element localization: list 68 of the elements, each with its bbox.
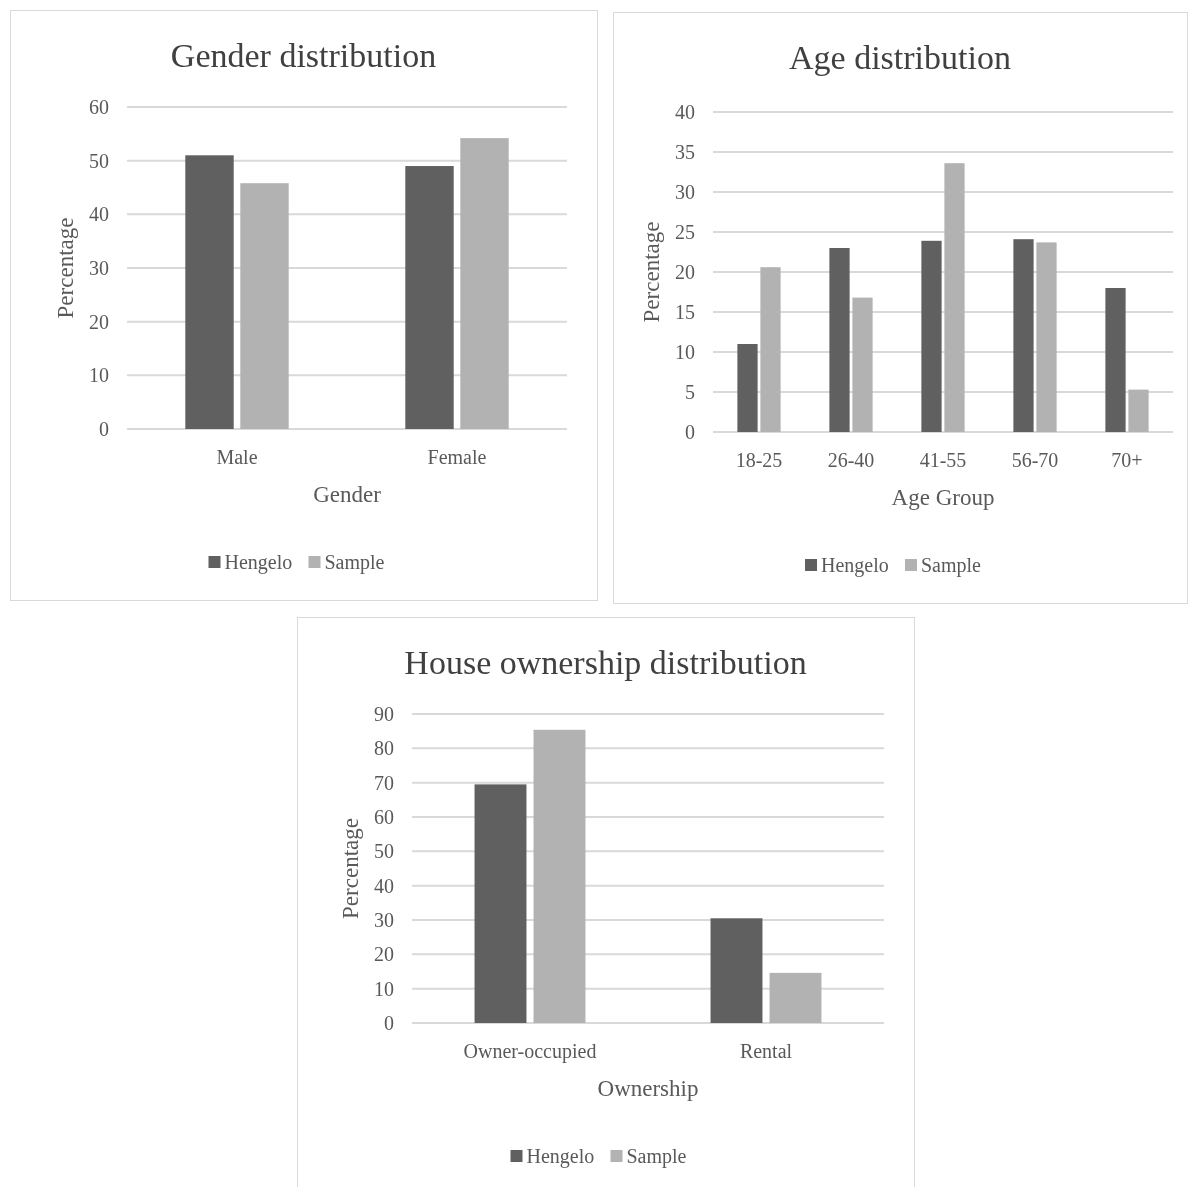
x-tick-label: 41-55 bbox=[919, 449, 967, 471]
bar bbox=[1105, 288, 1126, 432]
y-tick-label: 40 bbox=[89, 203, 109, 226]
bar bbox=[829, 248, 850, 432]
y-tick-label: 30 bbox=[675, 181, 695, 203]
x-axis-title: Ownership bbox=[597, 1076, 699, 1101]
y-tick-label: 70 bbox=[374, 771, 394, 794]
bar bbox=[533, 729, 586, 1023]
y-tick-label: 50 bbox=[89, 149, 109, 172]
y-tick-label: 20 bbox=[675, 261, 695, 283]
bar bbox=[1036, 242, 1057, 432]
legend-label: Hengelo bbox=[224, 551, 293, 574]
bar bbox=[460, 138, 509, 429]
bar bbox=[852, 297, 873, 432]
y-axis-title: Percentage bbox=[53, 217, 78, 319]
y-tick-label: 10 bbox=[89, 364, 109, 387]
bar bbox=[1013, 239, 1034, 432]
x-tick-label: 26-40 bbox=[827, 449, 875, 471]
y-tick-label: 0 bbox=[384, 1012, 394, 1034]
y-axis-title: Percentage bbox=[338, 818, 363, 919]
bar bbox=[769, 972, 822, 1023]
y-tick-label: 30 bbox=[374, 909, 394, 931]
y-axis-title: Percentage bbox=[639, 221, 664, 323]
bar bbox=[240, 183, 289, 429]
x-tick-label: 18-25 bbox=[735, 449, 783, 471]
legend-label: Sample bbox=[626, 1145, 687, 1168]
bar bbox=[405, 166, 454, 429]
chart-title: Gender distribution bbox=[170, 37, 437, 74]
y-tick-label: 40 bbox=[675, 101, 695, 123]
chart-title: House ownership distribution bbox=[404, 644, 807, 681]
y-tick-label: 40 bbox=[374, 874, 394, 897]
y-tick-label: 10 bbox=[374, 977, 394, 1000]
bar bbox=[1128, 389, 1149, 432]
y-tick-label: 0 bbox=[99, 418, 109, 440]
legend-label: Hengelo bbox=[526, 1145, 595, 1168]
x-axis-title: Gender bbox=[313, 482, 382, 507]
y-tick-label: 0 bbox=[685, 421, 695, 443]
y-tick-label: 35 bbox=[675, 141, 695, 163]
chart-title: Age distribution bbox=[789, 39, 1011, 76]
bar bbox=[474, 784, 527, 1023]
y-tick-label: 5 bbox=[685, 381, 695, 403]
x-tick-label: Owner-occupied bbox=[463, 1040, 597, 1063]
x-tick-label: Male bbox=[216, 446, 258, 468]
y-tick-label: 20 bbox=[374, 943, 394, 966]
y-tick-label: 25 bbox=[675, 221, 695, 243]
bar bbox=[944, 163, 965, 432]
y-tick-label: 80 bbox=[374, 737, 394, 760]
x-axis-title: Age Group bbox=[891, 485, 995, 510]
bar bbox=[737, 344, 758, 432]
y-tick-label: 10 bbox=[675, 341, 695, 363]
bar bbox=[185, 155, 234, 429]
y-tick-label: 20 bbox=[89, 310, 109, 333]
y-tick-label: 60 bbox=[89, 96, 109, 118]
y-tick-label: 60 bbox=[374, 806, 394, 828]
x-tick-label: 70+ bbox=[1111, 449, 1143, 471]
legend-label: Sample bbox=[324, 551, 385, 574]
legend-label: Sample bbox=[921, 554, 982, 577]
legend-label: Hengelo bbox=[821, 554, 889, 577]
x-tick-label: 56-70 bbox=[1011, 449, 1059, 471]
y-tick-label: 30 bbox=[89, 257, 109, 279]
bar bbox=[760, 267, 781, 432]
bar bbox=[710, 918, 763, 1023]
y-tick-label: 90 bbox=[374, 703, 394, 725]
y-tick-label: 50 bbox=[374, 840, 394, 863]
x-tick-label: Female bbox=[427, 446, 487, 468]
y-tick-label: 15 bbox=[675, 301, 695, 323]
x-tick-label: Rental bbox=[739, 1040, 793, 1062]
bar bbox=[921, 240, 942, 432]
